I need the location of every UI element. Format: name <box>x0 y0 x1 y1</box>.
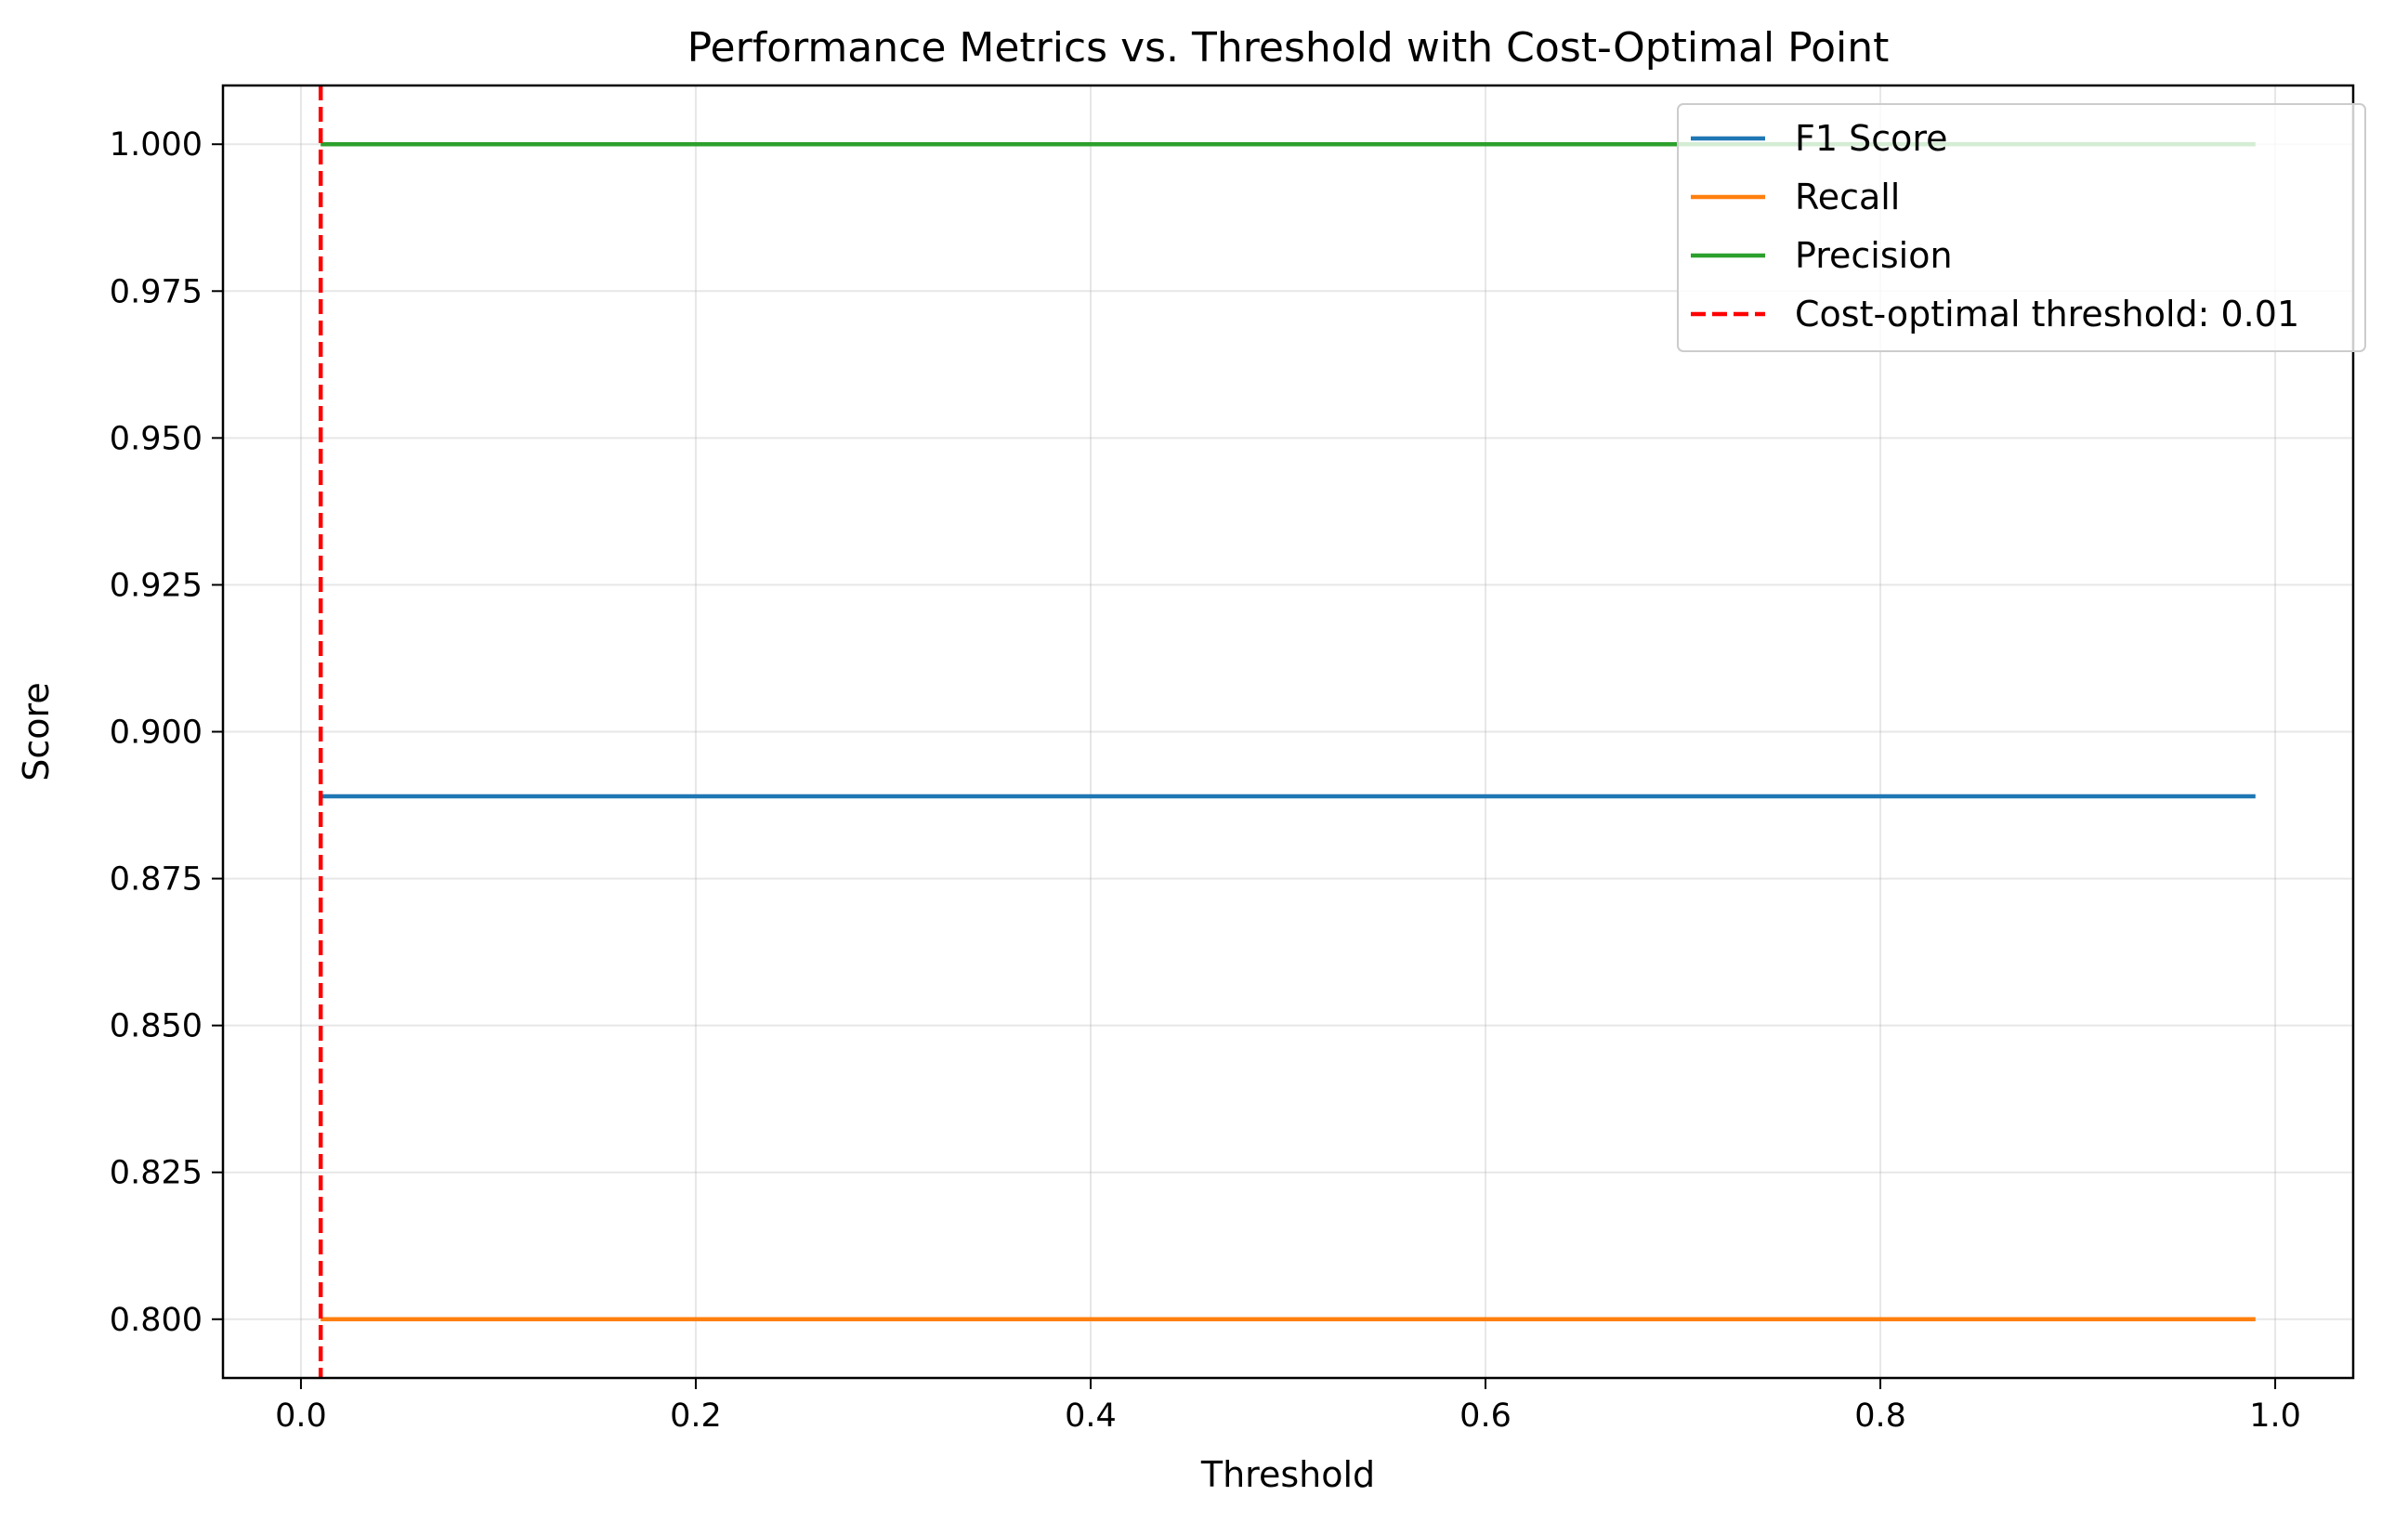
x-axis-label: Threshold <box>1200 1454 1375 1495</box>
x-tick-label: 1.0 <box>2249 1397 2301 1435</box>
y-tick-label: 0.925 <box>110 567 203 604</box>
y-tick-label: 0.900 <box>110 715 203 752</box>
y-tick-label: 0.800 <box>110 1302 203 1339</box>
chart-title: Performance Metrics vs. Threshold with C… <box>687 24 1890 72</box>
legend-label: F1 Score <box>1795 118 1948 159</box>
y-tick-label: 0.875 <box>110 861 203 899</box>
legend-label: Cost-optimal threshold: 0.01 <box>1795 294 2299 335</box>
x-tick-label: 0.4 <box>1065 1397 1117 1435</box>
x-tick-label: 0.2 <box>670 1397 722 1435</box>
legend-box <box>1677 103 2366 352</box>
ticks: 0.0 0.2 0.4 0.6 0.8 1.0 0.800 0.825 0.850 0.875 0.… <box>110 126 2301 1435</box>
legend: F1 Score Recall Precision Cost-optimal thre… <box>1677 103 2366 352</box>
y-tick-label: 0.850 <box>110 1008 203 1045</box>
legend-label: Recall <box>1795 177 1900 217</box>
y-axis-label: Score <box>16 682 57 781</box>
x-tick-label: 0.8 <box>1854 1397 1906 1435</box>
y-tick-label: 0.825 <box>110 1155 203 1192</box>
x-tick-label: 0.6 <box>1459 1397 1512 1435</box>
legend-label: Precision <box>1795 235 1953 276</box>
y-tick-label: 0.975 <box>110 273 203 310</box>
y-tick-label: 0.950 <box>110 420 203 457</box>
x-tick-label: 0.0 <box>275 1397 327 1435</box>
y-tick-label: 1.000 <box>110 126 203 164</box>
